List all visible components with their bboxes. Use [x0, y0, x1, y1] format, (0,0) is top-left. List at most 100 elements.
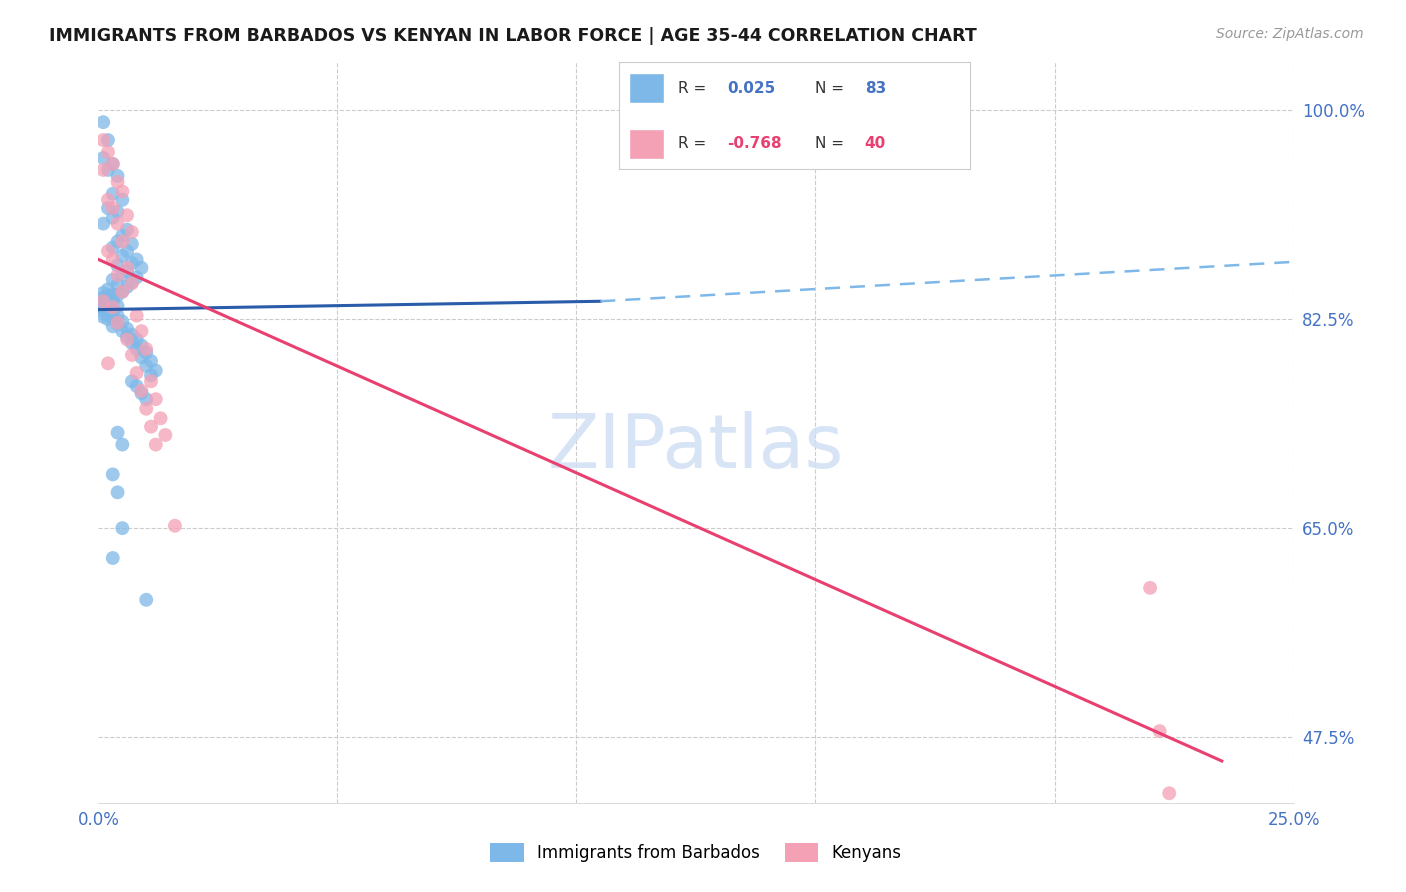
Point — [115, 260, 138, 275]
Point — [139, 419, 162, 434]
Point — [107, 317, 129, 331]
Point — [149, 411, 172, 425]
Point — [1159, 786, 1181, 800]
Point — [91, 301, 114, 316]
Point — [125, 270, 148, 285]
Point — [101, 157, 124, 171]
Text: R =: R = — [678, 136, 707, 152]
Text: 83: 83 — [865, 80, 886, 95]
Point — [135, 345, 157, 359]
Point — [115, 280, 138, 294]
Point — [131, 386, 153, 401]
Point — [107, 235, 129, 249]
Point — [91, 298, 114, 312]
Point — [97, 300, 120, 314]
Point — [121, 374, 143, 388]
Point — [121, 225, 143, 239]
Point — [121, 277, 143, 291]
Text: 0.025: 0.025 — [728, 80, 776, 95]
Point — [111, 521, 134, 535]
Point — [163, 518, 186, 533]
Point — [121, 327, 143, 342]
Point — [121, 256, 143, 270]
Point — [97, 307, 120, 321]
Point — [91, 305, 114, 319]
Point — [121, 348, 143, 362]
Point — [135, 359, 157, 373]
FancyBboxPatch shape — [630, 73, 664, 103]
Point — [91, 162, 114, 177]
Point — [97, 356, 120, 370]
Point — [125, 366, 148, 380]
Point — [101, 302, 124, 317]
Point — [111, 437, 134, 451]
Point — [115, 244, 138, 259]
Point — [121, 236, 143, 251]
Point — [107, 288, 129, 302]
Point — [101, 292, 124, 306]
Point — [139, 368, 162, 383]
Point — [107, 204, 129, 219]
Point — [131, 338, 153, 352]
Point — [135, 342, 157, 356]
Point — [131, 351, 153, 365]
Point — [135, 401, 157, 416]
Point — [139, 374, 162, 388]
Text: N =: N = — [815, 136, 845, 152]
Point — [91, 310, 114, 324]
Point — [145, 363, 167, 377]
Point — [101, 240, 124, 255]
Point — [145, 392, 167, 407]
Text: R =: R = — [678, 80, 707, 95]
Point — [111, 285, 134, 299]
Point — [101, 310, 124, 325]
Text: Source: ZipAtlas.com: Source: ZipAtlas.com — [1216, 27, 1364, 41]
Point — [125, 379, 148, 393]
Point — [91, 115, 114, 129]
Point — [125, 252, 148, 267]
Point — [97, 293, 120, 307]
Point — [107, 268, 129, 282]
Point — [101, 295, 124, 310]
Point — [131, 384, 153, 398]
Point — [101, 306, 124, 320]
Point — [97, 303, 120, 318]
Point — [131, 324, 153, 338]
Text: ZIPatlas: ZIPatlas — [548, 411, 844, 484]
Point — [111, 268, 134, 282]
Point — [107, 169, 129, 183]
Point — [97, 193, 120, 207]
Point — [91, 217, 114, 231]
Point — [125, 342, 148, 356]
Text: 40: 40 — [865, 136, 886, 152]
Text: N =: N = — [815, 80, 845, 95]
Text: IMMIGRANTS FROM BARBADOS VS KENYAN IN LABOR FORCE | AGE 35-44 CORRELATION CHART: IMMIGRANTS FROM BARBADOS VS KENYAN IN LA… — [49, 27, 977, 45]
Point — [101, 252, 124, 267]
Point — [125, 309, 148, 323]
Point — [1139, 581, 1161, 595]
Point — [111, 285, 134, 299]
Point — [135, 592, 157, 607]
Point — [91, 294, 114, 309]
Point — [107, 309, 129, 323]
Point — [107, 299, 129, 313]
Point — [107, 425, 129, 440]
Point — [139, 354, 162, 368]
Legend: Immigrants from Barbados, Kenyans: Immigrants from Barbados, Kenyans — [484, 836, 908, 869]
Point — [111, 193, 134, 207]
Point — [111, 315, 134, 329]
Point — [111, 228, 134, 243]
Point — [91, 291, 114, 305]
Point — [101, 551, 124, 566]
Point — [97, 296, 120, 310]
Point — [125, 333, 148, 347]
Point — [115, 208, 138, 222]
FancyBboxPatch shape — [630, 128, 664, 159]
Point — [107, 277, 129, 292]
Point — [97, 145, 120, 159]
Point — [115, 264, 138, 278]
Point — [145, 437, 167, 451]
Point — [111, 249, 134, 263]
Point — [91, 285, 114, 300]
Point — [135, 392, 157, 407]
